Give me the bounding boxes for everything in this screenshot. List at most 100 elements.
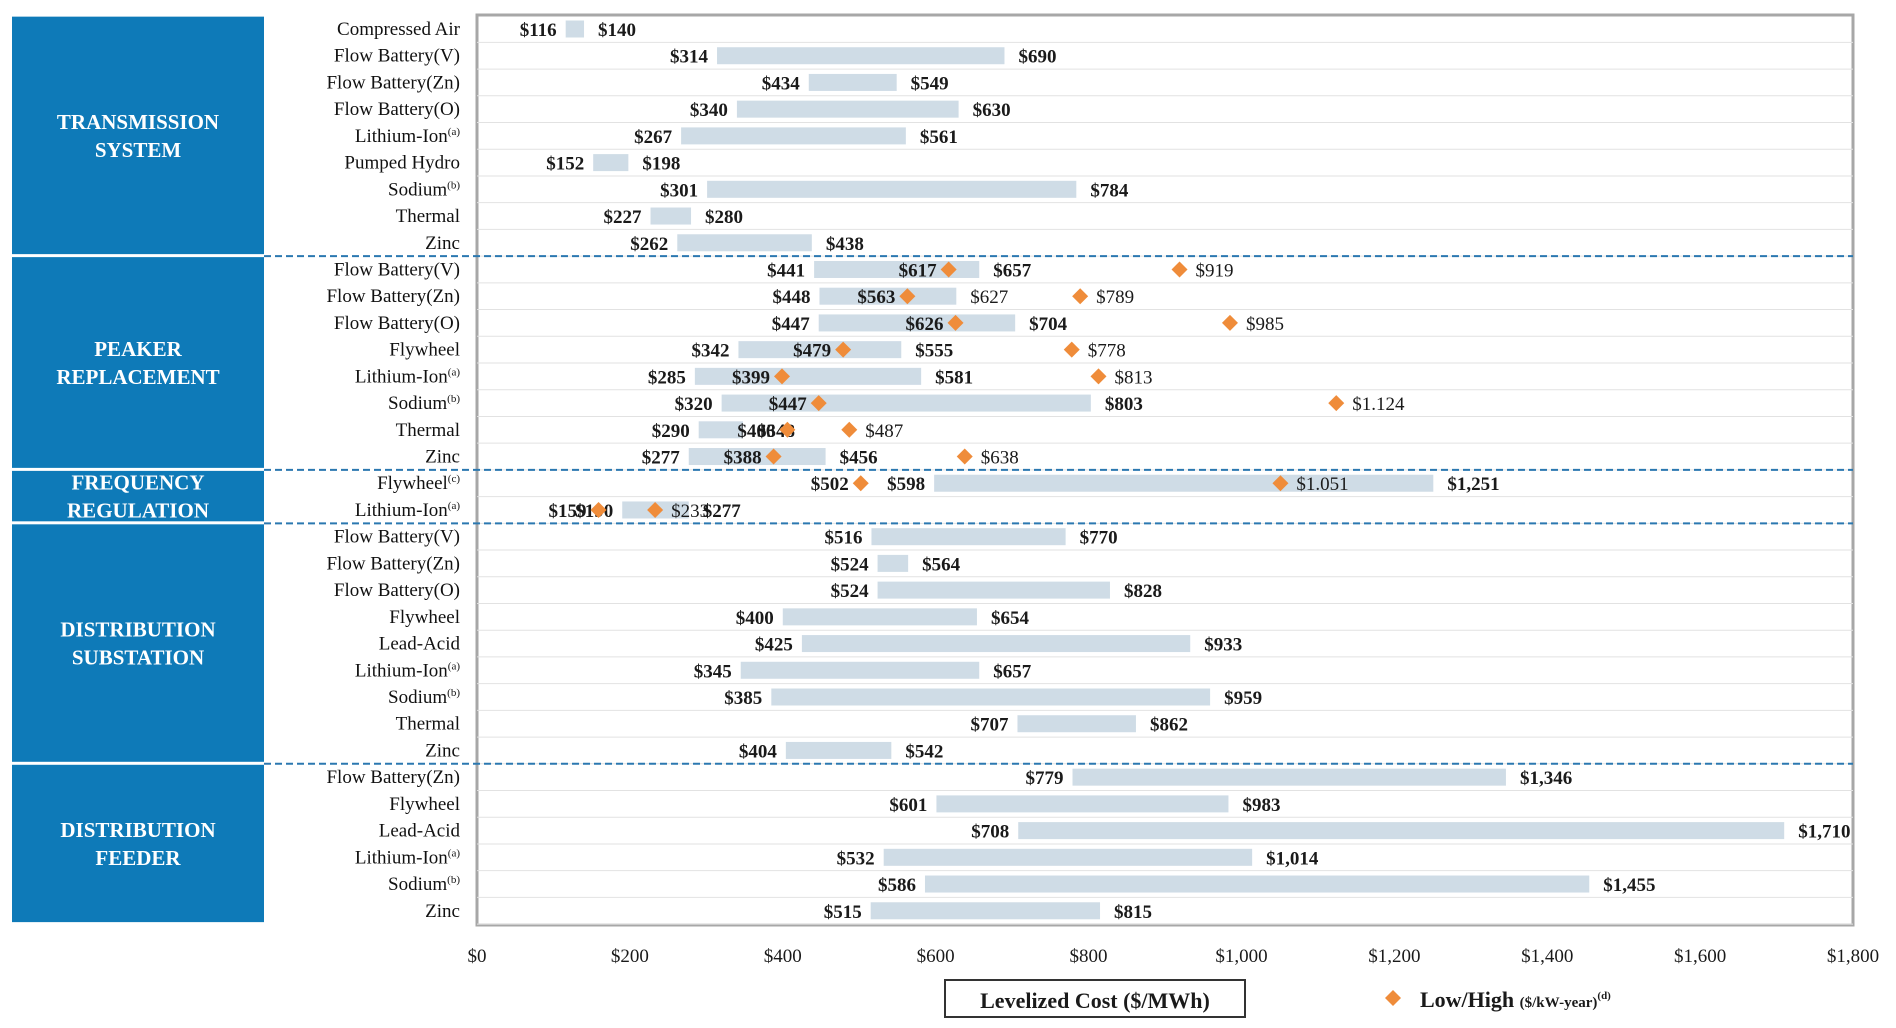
x-tick-label: $1,200 — [1368, 946, 1420, 967]
marker-label: $617 — [899, 260, 938, 281]
segment-box — [12, 16, 264, 255]
low-high-marker — [765, 448, 782, 465]
bar-high-label: $555 — [915, 341, 953, 362]
row-label: Flow Battery(V) — [334, 527, 460, 548]
row-label: Flow Battery(Zn) — [326, 553, 460, 574]
row-label: Lithium-Ion(a) — [355, 660, 460, 681]
bar-high-label: $704 — [1029, 314, 1068, 335]
segment-label: FEEDER — [95, 846, 181, 870]
low-high-marker — [779, 421, 796, 438]
row-label: Lithium-Ion(a) — [355, 126, 460, 147]
low-high-marker — [947, 314, 964, 331]
segment-label: SYSTEM — [95, 138, 182, 162]
row-label: Flow Battery(V) — [334, 46, 460, 67]
cost-bar — [877, 554, 909, 572]
bar-low-label: $116 — [520, 20, 557, 41]
row-label: Flow Battery(O) — [334, 99, 460, 120]
segment-label: FREQUENCY — [71, 471, 204, 495]
row-label: Sodium(b) — [388, 874, 460, 895]
marker-label: $778 — [1088, 341, 1126, 362]
legend-bar-box — [944, 979, 1246, 1018]
cost-bar — [934, 474, 1434, 492]
marker-label: $479 — [793, 341, 831, 362]
segment-box — [12, 470, 264, 522]
cost-bar — [808, 73, 897, 91]
low-high-marker — [940, 261, 957, 278]
cost-bar — [565, 20, 585, 38]
marker-label: $487 — [865, 421, 903, 442]
row-label: Zinc — [425, 233, 460, 254]
bar-high-label: $630 — [973, 100, 1011, 121]
low-high-marker — [852, 475, 869, 492]
cost-bar — [738, 341, 902, 359]
marker-label: $388 — [724, 448, 762, 469]
low-high-marker — [956, 448, 973, 465]
bar-low-label: $524 — [831, 554, 870, 575]
cost-bar — [681, 127, 906, 145]
bar-high-label: $657 — [993, 260, 1032, 281]
cost-bar — [707, 180, 1077, 198]
bar-high-label: $581 — [935, 367, 973, 388]
row-label: Sodium(b) — [388, 179, 460, 200]
bar-low-label: $516 — [824, 528, 862, 549]
cost-bar — [650, 207, 692, 225]
bar-high-label: $140 — [598, 20, 636, 41]
row-label: Flywheel(c) — [377, 473, 460, 494]
bar-low-label: $345 — [694, 661, 732, 682]
cost-bar — [698, 421, 744, 439]
marker-label: $638 — [981, 448, 1019, 469]
cost-bar — [721, 394, 1091, 412]
segment-label: DISTRIBUTION — [60, 618, 215, 642]
cost-bar — [785, 741, 892, 759]
bar-high-label: $654 — [991, 608, 1030, 629]
bar-high-label: $862 — [1150, 715, 1188, 736]
bar-low-label: $267 — [634, 127, 673, 148]
bar-low-label: $515 — [824, 902, 862, 923]
row-label: Flow Battery(O) — [334, 580, 460, 601]
low-high-marker — [1272, 475, 1289, 492]
low-high-marker — [1171, 261, 1188, 278]
low-high-marker — [774, 368, 791, 385]
segment-label: REPLACEMENT — [56, 365, 219, 389]
cost-bar — [924, 875, 1590, 893]
x-tick-label: $200 — [611, 946, 649, 967]
marker-label: $919 — [1196, 260, 1234, 281]
x-tick-label: $800 — [1070, 946, 1108, 967]
row-label: Lithium-Ion(a) — [355, 847, 460, 868]
cost-bar — [688, 448, 826, 466]
row-label: Zinc — [425, 901, 460, 922]
cost-bar — [694, 367, 922, 385]
bar-high-label: $564 — [922, 554, 961, 575]
row-label: Zinc — [425, 740, 460, 761]
legend-marker-label: Low/High ($/kW-year)(d) — [1420, 987, 1611, 1012]
marker-label: $985 — [1246, 314, 1284, 335]
cost-bar — [593, 154, 629, 172]
cost-bar — [1017, 715, 1136, 733]
bar-low-label: $320 — [675, 394, 713, 415]
bar-low-label: $314 — [670, 47, 709, 68]
bar-high-label: $770 — [1080, 528, 1118, 549]
bar-low-label: $447 — [772, 314, 811, 335]
bar-low-label: $400 — [736, 608, 774, 629]
bar-low-label: $277 — [642, 448, 681, 469]
marker-label: $563 — [857, 287, 895, 308]
x-tick-label: $0 — [468, 946, 487, 967]
row-label: Zinc — [425, 447, 460, 468]
row-label: Flow Battery(Zn) — [326, 72, 460, 93]
cost-bar — [819, 287, 957, 305]
segment-label: SUBSTATION — [72, 646, 204, 670]
bar-high-label: $657 — [993, 661, 1032, 682]
bar-low-label: $441 — [767, 260, 805, 281]
low-high-marker — [1090, 368, 1107, 385]
bar-low-label: $708 — [971, 822, 1009, 843]
row-label: Lead-Acid — [379, 821, 461, 842]
row-label: Flywheel — [389, 340, 460, 361]
low-high-marker — [810, 395, 827, 412]
marker-label: $626 — [906, 314, 944, 335]
cost-bar — [677, 234, 812, 252]
cost-bar — [870, 902, 1101, 920]
bar-high-label: $456 — [840, 448, 878, 469]
bar-low-label: $342 — [691, 341, 729, 362]
bar-low-label: $434 — [762, 73, 801, 94]
segment-label: REGULATION — [67, 499, 209, 523]
